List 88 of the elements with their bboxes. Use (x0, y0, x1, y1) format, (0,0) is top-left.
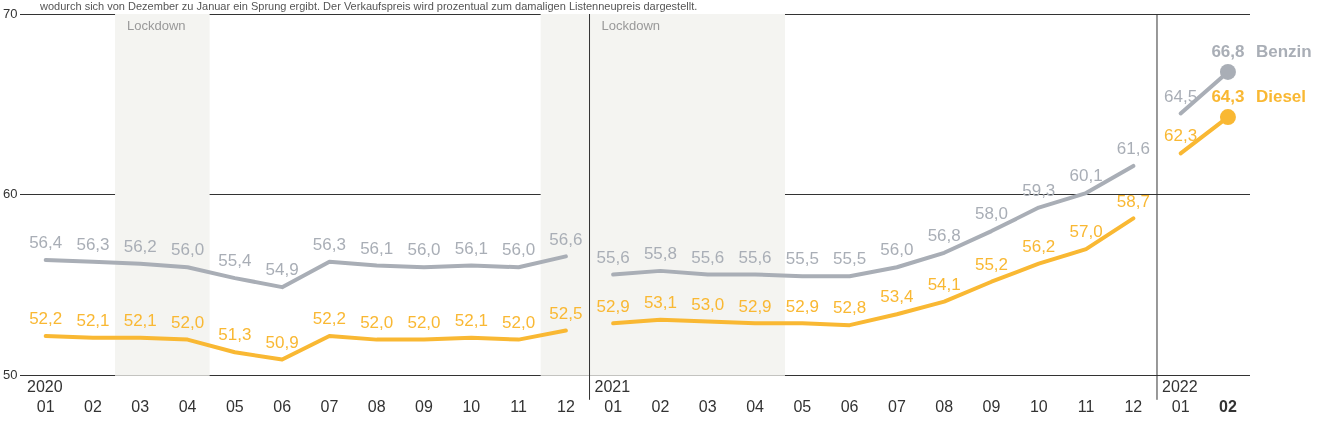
data-label: 56,0 (171, 240, 205, 260)
data-label: 55,5 (833, 249, 867, 269)
data-label: 52,9 (785, 296, 819, 316)
x-tick-label: 09 (415, 397, 433, 415)
x-tick-label: 03 (698, 397, 717, 415)
data-label: 56,6 (549, 229, 583, 249)
x-tick-label: 12 (556, 397, 575, 415)
data-label: 56,2 (123, 236, 157, 256)
data-label: 62,3 (1164, 126, 1198, 146)
data-label: 57,0 (1069, 222, 1103, 242)
data-label: 56,1 (454, 238, 488, 258)
y-tick-label: 70 (2, 5, 18, 21)
data-label: 55,5 (785, 249, 819, 269)
data-label: 52,0 (407, 312, 441, 332)
band-label: Lockdown (601, 18, 661, 34)
data-label: 52,1 (76, 311, 110, 330)
x-tick-label: 12 (1124, 397, 1143, 415)
data-label: 55,6 (596, 247, 630, 267)
data-label: 56,2 (1022, 236, 1056, 256)
data-label: 66,8 (1211, 42, 1245, 62)
data-label: 53,4 (880, 287, 914, 307)
data-label: 56,0 (502, 240, 536, 260)
data-label: 53,0 (691, 294, 725, 314)
data-label: 52,0 (171, 312, 205, 332)
series-label: Benzin (1255, 42, 1312, 62)
x-tick-label: 01 (604, 397, 623, 415)
data-label: 52,1 (454, 311, 488, 330)
x-tick-label: 10 (462, 397, 481, 415)
chart-subtitle: wodurch sich von Dezember zu Januar ein Sprung ergibt. Der Verkaufspreis wird prozentual zum damaligen Listenneupreis dargestellt. (40, 0, 698, 12)
data-label: 64,3 (1211, 87, 1245, 107)
data-label: 52,1 (123, 311, 157, 330)
data-label: 61,6 (1116, 139, 1150, 159)
band-label: Lockdown (127, 18, 186, 34)
x-tick-label: 02 (1219, 397, 1237, 415)
data-label: 60,1 (1069, 166, 1103, 186)
data-label: 52,0 (360, 312, 394, 332)
x-tick-label: 06 (840, 397, 859, 415)
x-tick-label: 11 (1077, 397, 1095, 415)
x-tick-label: 04 (178, 397, 197, 415)
data-label: 51,3 (218, 325, 252, 345)
data-label: 56,0 (880, 240, 914, 260)
x-tick-label: 08 (367, 397, 386, 415)
data-label: 52,9 (596, 296, 630, 316)
data-label: 55,8 (643, 244, 677, 264)
data-label: 52,0 (502, 312, 536, 332)
data-label: 58,7 (1116, 191, 1150, 211)
data-label: 52,2 (29, 309, 63, 329)
data-label: 64,5 (1164, 86, 1198, 106)
x-tick-label: 02 (84, 397, 102, 415)
data-label: 52,5 (549, 303, 583, 323)
x-tick-label: 05 (793, 397, 812, 415)
x-tick-label: 03 (131, 397, 150, 415)
x-tick-label: 07 (888, 397, 906, 415)
x-tick-label: 09 (982, 397, 1001, 415)
data-label: 52,8 (833, 298, 867, 318)
x-tick-label: 06 (273, 397, 292, 415)
data-label: 58,0 (974, 204, 1009, 224)
data-label: 53,1 (643, 292, 677, 312)
x-tick-label: 01 (36, 397, 55, 415)
data-label: 55,6 (738, 247, 772, 267)
data-label: 52,2 (312, 309, 346, 329)
x-tick-label: 02 (651, 397, 670, 415)
data-label: 52,9 (738, 296, 772, 316)
data-label: 56,3 (312, 235, 346, 255)
data-label: 54,1 (927, 274, 961, 294)
data-label: 55,4 (218, 251, 252, 271)
data-label: 55,6 (691, 247, 725, 267)
x-tick-label: 01 (1171, 397, 1190, 415)
data-label: 56,4 (29, 233, 63, 253)
x-tick-label: 07 (320, 397, 339, 415)
x-tick-label: 05 (225, 397, 244, 415)
x-tick-label: 10 (1029, 397, 1048, 415)
data-label: 56,0 (407, 240, 441, 260)
x-tick-label: 08 (935, 397, 954, 415)
data-label: 56,8 (927, 225, 961, 245)
x-tick-label: 11 (510, 397, 527, 415)
data-label: 55,2 (974, 254, 1009, 274)
text: 2021 (594, 378, 631, 396)
text: 2022 (1162, 378, 1198, 396)
y-tick-label: 50 (2, 367, 18, 383)
data-label: 56,3 (76, 235, 110, 255)
series-label: Diesel (1255, 87, 1307, 107)
y-tick-label: 60 (2, 186, 18, 202)
text: 2020 (27, 378, 63, 396)
x-tick-label: 04 (746, 397, 765, 415)
data-label: 56,1 (360, 238, 394, 258)
data-label: 54,9 (265, 260, 299, 280)
data-label: 50,9 (265, 332, 299, 352)
